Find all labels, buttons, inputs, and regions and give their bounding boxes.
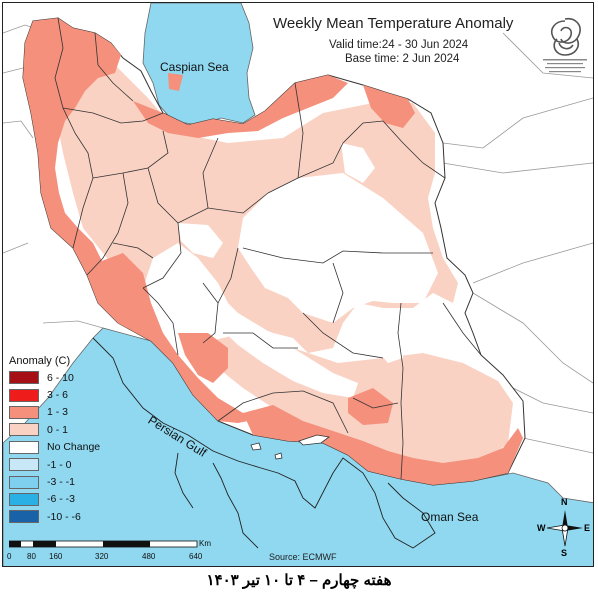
compass-w: W bbox=[537, 523, 546, 533]
legend-swatch bbox=[9, 388, 39, 402]
legend-label: -3 - -1 bbox=[47, 476, 76, 489]
legend-label: 1 - 3 bbox=[47, 406, 69, 419]
caspian-sea bbox=[142, 3, 256, 126]
scale-bar-graphic bbox=[8, 540, 198, 548]
scale-unit: Km bbox=[199, 539, 211, 548]
legend-row: 0 - 1 bbox=[9, 421, 100, 438]
oman-sea-label: Oman Sea bbox=[421, 510, 479, 524]
anomaly-map bbox=[3, 3, 593, 566]
legend-label: 3 - 6 bbox=[47, 389, 69, 402]
compass-icon bbox=[546, 510, 583, 547]
legend-label: 6 - 10 bbox=[47, 371, 74, 384]
no-change-zones bbox=[178, 143, 438, 398]
persian-caption: هفته چهارم – ۴ تا ۱۰ تیر ۱۴۰۳ bbox=[206, 572, 392, 589]
gulf-islands bbox=[250, 434, 330, 460]
province-borders bbox=[54, 17, 482, 480]
legend-row: No Change bbox=[9, 439, 100, 456]
compass-s: S bbox=[561, 548, 568, 558]
legend-row: -1 - 0 bbox=[9, 456, 100, 473]
legend-label: 0 - 1 bbox=[47, 423, 69, 436]
map-title: Weekly Mean Temperature Anomaly bbox=[273, 15, 514, 32]
legend-label: -10 - -6 bbox=[47, 510, 81, 523]
scale-tick-0: 0 bbox=[7, 552, 12, 561]
legend-label: -6 - -3 bbox=[47, 493, 76, 506]
compass-n: N bbox=[561, 497, 568, 507]
legend-row: 6 - 10 bbox=[9, 369, 100, 386]
scale-tick-80: 80 bbox=[27, 552, 36, 561]
map-frame: Weekly Mean Temperature Anomaly Valid ti… bbox=[2, 2, 594, 567]
legend-label: -1 - 0 bbox=[47, 458, 72, 471]
agency-logo bbox=[543, 17, 587, 73]
legend-swatch bbox=[9, 510, 39, 524]
legend-label: No Change bbox=[47, 441, 101, 454]
legend-swatch bbox=[9, 475, 39, 489]
source-label: Source: ECMWF bbox=[269, 552, 337, 562]
legend-row: -10 - -6 bbox=[9, 508, 100, 525]
legend-row: 1 - 3 bbox=[9, 404, 100, 421]
anomaly-legend: Anomaly (C) 6 - 10 3 - 6 1 - 3 0 - 1 No Chan… bbox=[9, 355, 100, 526]
caspian-sea-label: Caspian Sea bbox=[160, 60, 229, 74]
legend-title: Anomaly (C) bbox=[9, 355, 71, 367]
compass-rose: N W E S bbox=[537, 497, 591, 560]
legend-row: 3 - 6 bbox=[9, 386, 100, 403]
anomaly-1-3-zones bbox=[23, 18, 523, 485]
legend-swatch bbox=[9, 492, 39, 506]
scale-tick-320: 320 bbox=[95, 552, 109, 561]
legend-swatch bbox=[9, 405, 39, 419]
legend-row: -6 - -3 bbox=[9, 491, 100, 508]
valid-time: Valid time:24 - 30 Jun 2024 bbox=[329, 39, 469, 51]
arabian-coast bbox=[92, 337, 436, 549]
legend-swatch bbox=[9, 440, 39, 454]
scale-tick-480: 480 bbox=[142, 552, 156, 561]
legend-swatch bbox=[9, 423, 39, 437]
scale-bar: 0 80 160 320 480 640 Km bbox=[7, 539, 219, 566]
compass-e: E bbox=[584, 523, 591, 533]
scale-tick-160: 160 bbox=[49, 552, 63, 561]
legend-swatch bbox=[9, 458, 39, 472]
legend-swatch bbox=[9, 371, 39, 385]
base-time: Base time: 2 Jun 2024 bbox=[345, 53, 460, 65]
legend-row: -3 - -1 bbox=[9, 473, 100, 490]
scale-tick-640: 640 bbox=[189, 552, 203, 561]
